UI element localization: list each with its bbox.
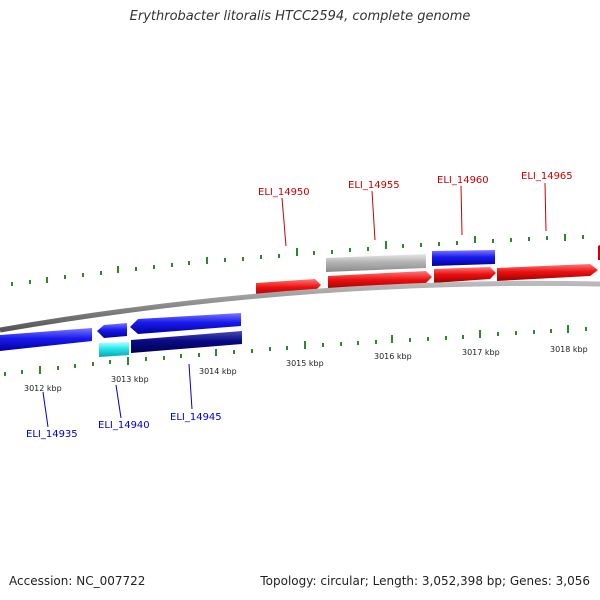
gene-label-eli-14950[interactable]: ELI_14950 [258,187,310,198]
bottom-gene-labels: ELI_14935 ELI_14940 ELI_14945 [26,412,222,440]
bottom-label-leaders [42,363,193,428]
scale-label-3018: 3018 kbp [550,345,588,354]
gene-label-eli-14940[interactable]: ELI_14940 [98,420,150,431]
gene-label-eli-14945[interactable]: ELI_14945 [170,412,222,423]
gene-arrow-eli-14945[interactable] [130,313,241,334]
scale-label-3012: 3012 kbp [24,384,62,393]
gene-arrow-eli-14935[interactable] [0,328,92,351]
top-gene-labels: ELI_14950 ELI_14955 ELI_14960 ELI_14965 [258,171,573,198]
scale-label-3016: 3016 kbp [374,352,412,361]
scale-labels: 3012 kbp 3013 kbp 3014 kbp 3015 kbp 3016… [24,345,588,393]
inner-tick-row [4,325,587,376]
gene-label-eli-14965[interactable]: ELI_14965 [521,171,573,182]
gene-arrow-eli-14960[interactable] [434,267,496,283]
gene-label-eli-14935[interactable]: ELI_14935 [26,429,78,440]
scale-label-3013: 3013 kbp [111,375,149,384]
gene-label-eli-14960[interactable]: ELI_14960 [437,175,489,186]
gene-label-eli-14955[interactable]: ELI_14955 [348,180,400,191]
scale-label-3014: 3014 kbp [199,367,237,376]
genome-backbone [0,280,600,333]
gene-arrow-eli-14940-blue[interactable] [97,323,127,338]
scale-label-3015: 3015 kbp [286,359,324,368]
top-label-leaders [281,182,547,247]
gene-arrow-eli-14940-cyan[interactable] [99,342,129,357]
scale-label-3017: 3017 kbp [462,348,500,357]
gene-arrow-eli-14945-navy[interactable] [131,331,242,353]
gene-arrow-eli-14965[interactable] [497,264,598,281]
outer-tick-row [11,234,584,286]
accession-text: Accession: NC_007722 [9,574,146,588]
gene-arrow-blue-top[interactable] [432,250,495,266]
rna-feature-gray[interactable] [326,254,426,272]
topology-text: Topology: circular; Length: 3,052,398 bp… [260,574,590,588]
forward-genes [256,264,598,297]
reverse-genes [0,313,242,357]
map-title: Erythrobacter litoralis HTCC2594, comple… [129,9,471,24]
gene-arrow-eli-14955[interactable] [328,271,432,290]
